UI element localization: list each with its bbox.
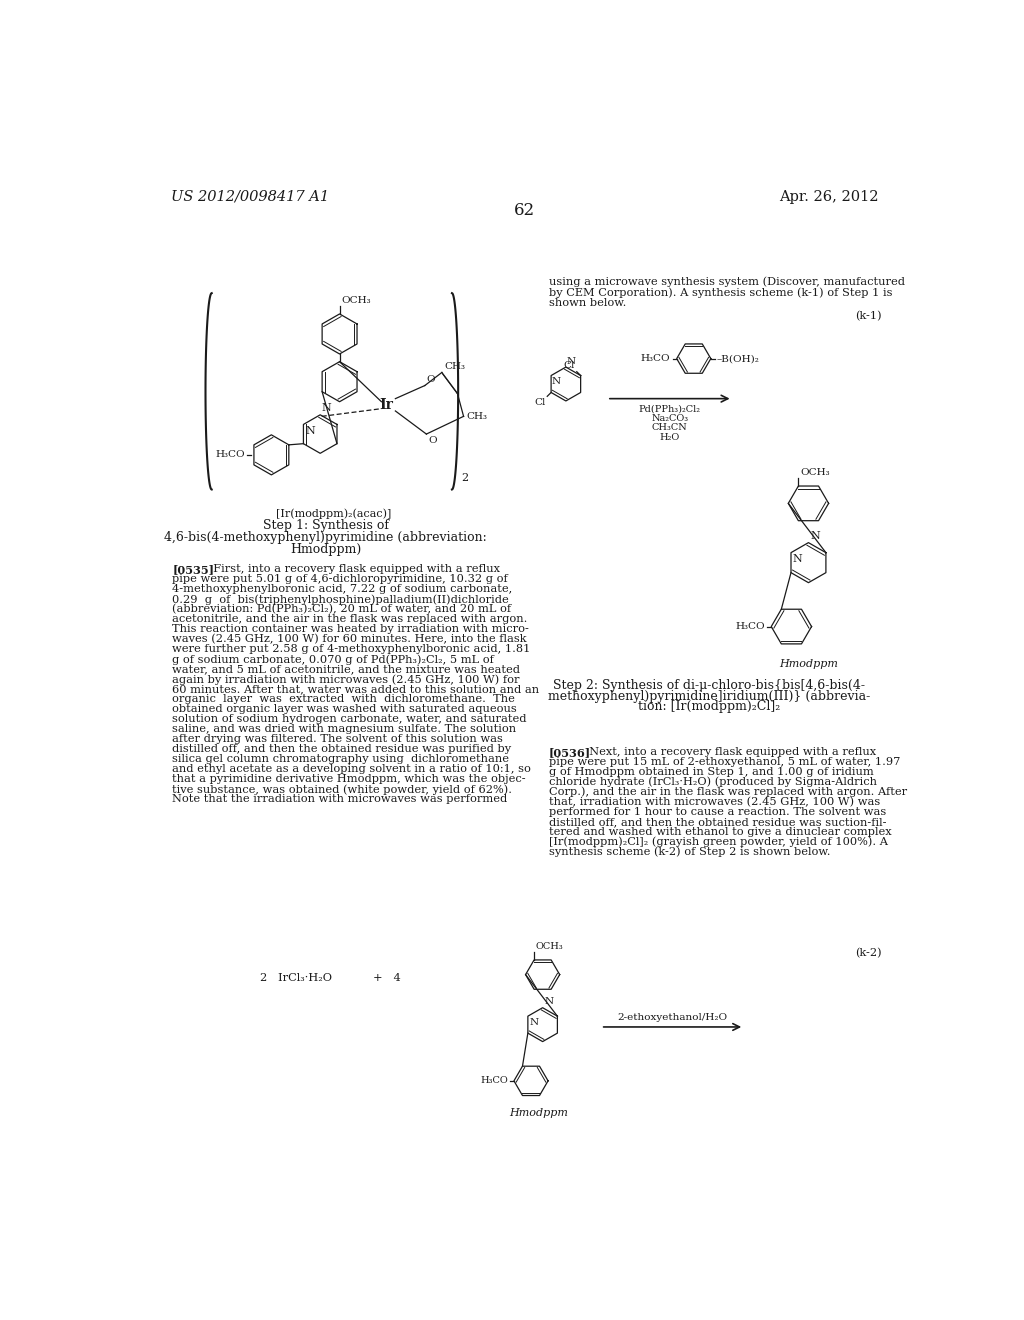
Text: waves (2.45 GHz, 100 W) for 60 minutes. Here, into the flask: waves (2.45 GHz, 100 W) for 60 minutes. … — [172, 635, 526, 644]
Text: after drying was filtered. The solvent of this solution was: after drying was filtered. The solvent o… — [172, 734, 503, 744]
Text: (abbreviation: Pd(PPh₃)₂Cl₂), 20 mL of water, and 20 mL of: (abbreviation: Pd(PPh₃)₂Cl₂), 20 mL of w… — [172, 605, 511, 615]
Text: Apr. 26, 2012: Apr. 26, 2012 — [779, 190, 879, 203]
Text: 4-methoxyphenylboronic acid, 7.22 g of sodium carbonate,: 4-methoxyphenylboronic acid, 7.22 g of s… — [172, 585, 512, 594]
Text: H₃CO: H₃CO — [735, 622, 765, 631]
Text: OCH₃: OCH₃ — [536, 941, 563, 950]
Text: 2: 2 — [461, 474, 468, 483]
Text: N: N — [810, 531, 820, 541]
Text: OCH₃: OCH₃ — [341, 296, 371, 305]
Text: acetonitrile, and the air in the flask was replaced with argon.: acetonitrile, and the air in the flask w… — [172, 614, 527, 624]
Text: Pd(PPh₃)₂Cl₂: Pd(PPh₃)₂Cl₂ — [639, 405, 700, 413]
Text: N: N — [544, 997, 553, 1006]
Text: 62: 62 — [514, 202, 536, 219]
Text: Cl: Cl — [535, 397, 546, 407]
Text: using a microwave synthesis system (Discover, manufactured: using a microwave synthesis system (Disc… — [549, 276, 905, 286]
Text: Cl: Cl — [564, 362, 575, 370]
Text: N: N — [322, 404, 332, 413]
Text: N: N — [793, 554, 802, 564]
Text: obtained organic layer was washed with saturated aqueous: obtained organic layer was washed with s… — [172, 705, 517, 714]
Text: (k-2): (k-2) — [855, 948, 882, 958]
Text: (k-1): (k-1) — [855, 312, 882, 321]
Text: [Ir(modppm)₂(acac)]: [Ir(modppm)₂(acac)] — [275, 508, 391, 519]
Text: water, and 5 mL of acetonitrile, and the mixture was heated: water, and 5 mL of acetonitrile, and the… — [172, 664, 520, 675]
Text: tered and washed with ethanol to give a dinuclear complex: tered and washed with ethanol to give a … — [549, 826, 892, 837]
Text: Hmodppm: Hmodppm — [779, 659, 838, 669]
Text: N: N — [306, 426, 315, 436]
Text: H₃CO: H₃CO — [215, 450, 245, 459]
Text: Step 2: Synthesis of di-μ-chloro-bis{bis[4,6-bis(4-: Step 2: Synthesis of di-μ-chloro-bis{bis… — [553, 678, 865, 692]
Text: by CEM Corporation). A synthesis scheme (k-1) of Step 1 is: by CEM Corporation). A synthesis scheme … — [549, 286, 892, 297]
Text: that, irradiation with microwaves (2.45 GHz, 100 W) was: that, irradiation with microwaves (2.45 … — [549, 797, 880, 807]
Text: 2   IrCl₃·H₂O: 2 IrCl₃·H₂O — [260, 973, 332, 983]
Text: tion: [Ir(modppm)₂Cl]₂: tion: [Ir(modppm)₂Cl]₂ — [638, 701, 780, 714]
Text: O: O — [428, 436, 436, 445]
Text: H₃CO: H₃CO — [641, 354, 671, 363]
Text: 60 minutes. After that, water was added to this solution and an: 60 minutes. After that, water was added … — [172, 684, 540, 694]
Text: g of sodium carbonate, 0.070 g of Pd(PPh₃)₂Cl₂, 5 mL of: g of sodium carbonate, 0.070 g of Pd(PPh… — [172, 655, 494, 665]
Text: Corp.), and the air in the flask was replaced with argon. After: Corp.), and the air in the flask was rep… — [549, 787, 907, 797]
Text: Hmodppm: Hmodppm — [509, 1107, 568, 1118]
Text: O: O — [426, 375, 435, 384]
Text: silica gel column chromatography using  dichloromethane: silica gel column chromatography using d… — [172, 755, 509, 764]
Text: This reaction container was heated by irradiation with micro-: This reaction container was heated by ir… — [172, 624, 529, 634]
Text: Step 1: Synthesis of: Step 1: Synthesis of — [262, 519, 389, 532]
Text: pipe were put 5.01 g of 4,6-dichloropyrimidine, 10.32 g of: pipe were put 5.01 g of 4,6-dichloropyri… — [172, 574, 508, 585]
Text: [0535]: [0535] — [172, 564, 214, 576]
Text: US 2012/0098417 A1: US 2012/0098417 A1 — [171, 190, 329, 203]
Text: –B(OH)₂: –B(OH)₂ — [717, 354, 760, 363]
Text: Note that the irradiation with microwaves was performed: Note that the irradiation with microwave… — [172, 795, 508, 804]
Text: +   4: + 4 — [373, 973, 400, 983]
Text: Next, into a recovery flask equipped with a reflux: Next, into a recovery flask equipped wit… — [583, 747, 877, 756]
Text: performed for 1 hour to cause a reaction. The solvent was: performed for 1 hour to cause a reaction… — [549, 807, 886, 817]
Text: CH₃CN: CH₃CN — [652, 424, 687, 432]
Text: Ir: Ir — [379, 397, 393, 412]
Text: Na₂CO₃: Na₂CO₃ — [651, 414, 688, 422]
Text: N: N — [552, 378, 561, 385]
Text: [0536]: [0536] — [549, 747, 591, 758]
Text: 0.29  g  of  bis(triphenylphosphine)palladium(II)dichloride: 0.29 g of bis(triphenylphosphine)palladi… — [172, 594, 509, 605]
Text: were further put 2.58 g of 4-methoxyphenylboronic acid, 1.81: were further put 2.58 g of 4-methoxyphen… — [172, 644, 530, 655]
Text: H₂O: H₂O — [659, 433, 680, 441]
Text: N: N — [566, 356, 575, 366]
Text: that a pyrimidine derivative Hmodppm, which was the objec-: that a pyrimidine derivative Hmodppm, wh… — [172, 775, 525, 784]
Text: Hmodppm): Hmodppm) — [290, 544, 361, 557]
Text: distilled off, and then the obtained residue was purified by: distilled off, and then the obtained res… — [172, 744, 511, 754]
Text: N: N — [529, 1018, 539, 1027]
Text: CH₃: CH₃ — [466, 412, 486, 421]
Text: H₃CO: H₃CO — [480, 1076, 508, 1085]
Text: CH₃: CH₃ — [444, 362, 465, 371]
Text: saline, and was dried with magnesium sulfate. The solution: saline, and was dried with magnesium sul… — [172, 725, 516, 734]
Text: and ethyl acetate as a developing solvent in a ratio of 10:1, so: and ethyl acetate as a developing solven… — [172, 764, 531, 775]
Text: 2-ethoxyethanol/H₂O: 2-ethoxyethanol/H₂O — [617, 1014, 727, 1022]
Text: First, into a recovery flask equipped with a reflux: First, into a recovery flask equipped wi… — [206, 564, 500, 574]
Text: organic  layer  was  extracted  with  dichloromethane.  The: organic layer was extracted with dichlor… — [172, 694, 515, 705]
Text: distilled off, and then the obtained residue was suction-fil-: distilled off, and then the obtained res… — [549, 817, 887, 826]
Text: 4,6-bis(4-methoxyphenyl)pyrimidine (abbreviation:: 4,6-bis(4-methoxyphenyl)pyrimidine (abbr… — [164, 531, 487, 544]
Text: pipe were put 15 mL of 2-ethoxyethanol, 5 mL of water, 1.97: pipe were put 15 mL of 2-ethoxyethanol, … — [549, 756, 900, 767]
Text: tive substance, was obtained (white powder, yield of 62%).: tive substance, was obtained (white powd… — [172, 784, 512, 795]
Text: again by irradiation with microwaves (2.45 GHz, 100 W) for: again by irradiation with microwaves (2.… — [172, 675, 519, 685]
Text: [Ir(modppm)₂Cl]₂ (grayish green powder, yield of 100%). A: [Ir(modppm)₂Cl]₂ (grayish green powder, … — [549, 837, 888, 847]
Text: OCH₃: OCH₃ — [800, 467, 829, 477]
Text: chloride hydrate (IrCl₃·H₂O) (produced by Sigma-Aldrich: chloride hydrate (IrCl₃·H₂O) (produced b… — [549, 776, 877, 787]
Text: methoxyphenyl)pyrimidine]iridium(III)} (abbrevia-: methoxyphenyl)pyrimidine]iridium(III)} (… — [548, 689, 870, 702]
Text: shown below.: shown below. — [549, 298, 627, 308]
Text: synthesis scheme (k-2) of Step 2 is shown below.: synthesis scheme (k-2) of Step 2 is show… — [549, 847, 830, 858]
Text: solution of sodium hydrogen carbonate, water, and saturated: solution of sodium hydrogen carbonate, w… — [172, 714, 526, 725]
Text: g of Hmodppm obtained in Step 1, and 1.00 g of iridium: g of Hmodppm obtained in Step 1, and 1.0… — [549, 767, 873, 776]
